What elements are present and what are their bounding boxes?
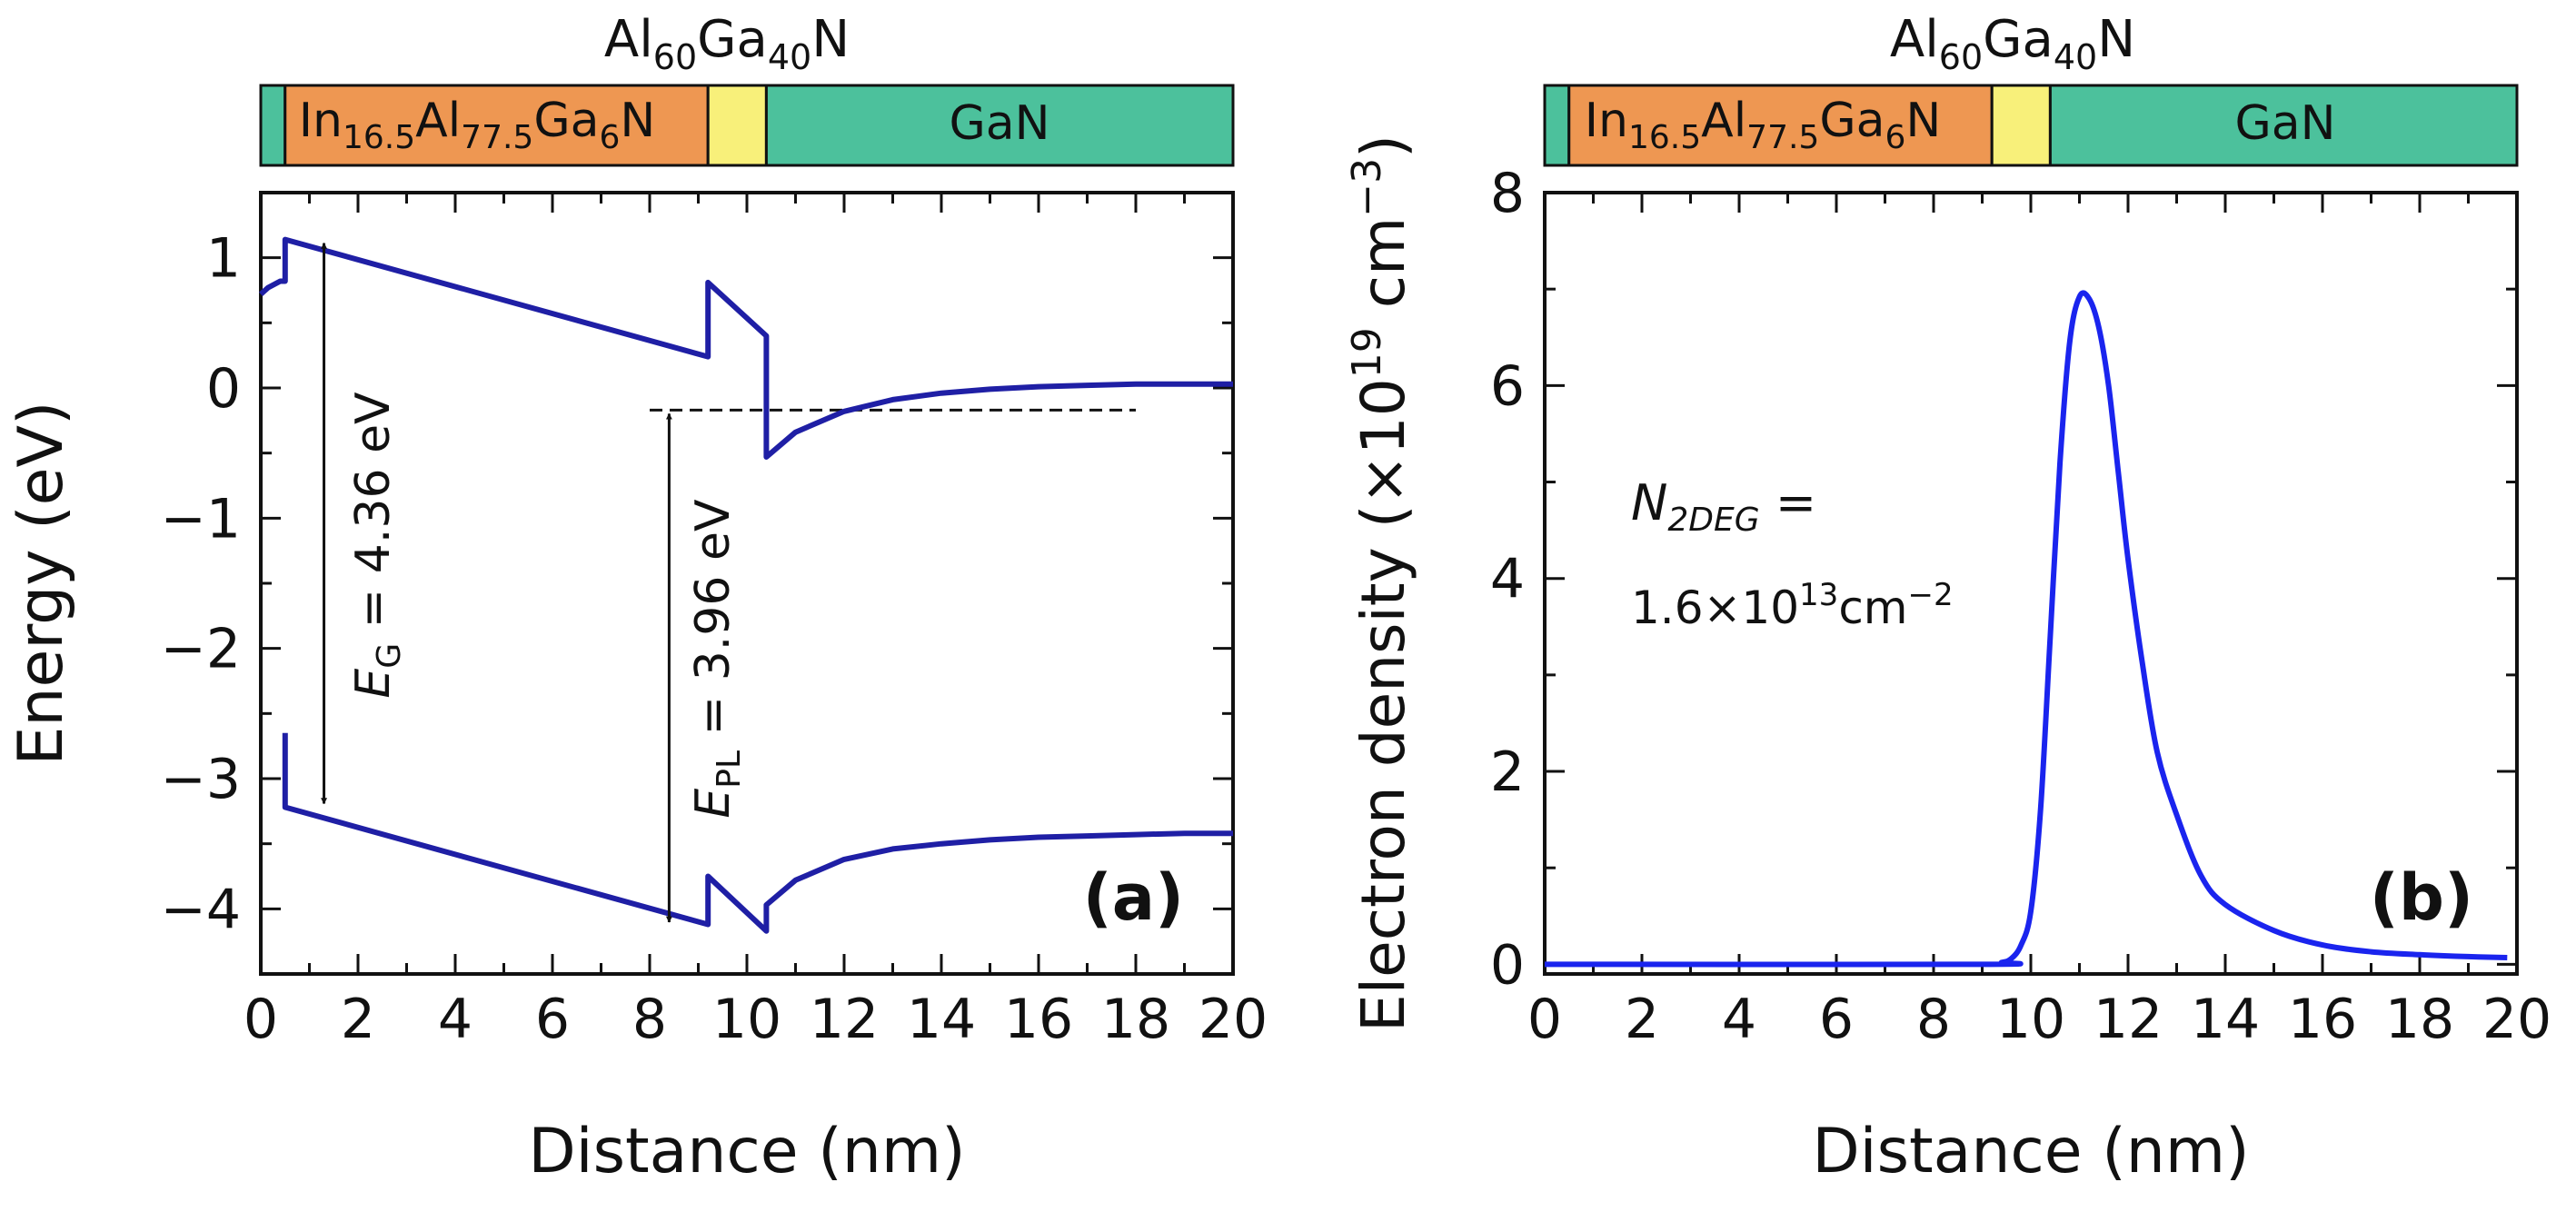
y-tick-label: 4 — [1490, 548, 1525, 611]
layer-gan-0 — [259, 84, 287, 167]
x-tick-label: 18 — [2385, 988, 2454, 1051]
y-tick-labels-a: 1 0 −1 −2 −3 −4 — [161, 227, 241, 942]
y-tick-labels-b: 0 2 4 6 8 — [1490, 162, 1525, 997]
valence-band-curve — [282, 732, 1233, 934]
conduction-band-curve — [258, 236, 1233, 460]
x-tick-label: 14 — [2191, 988, 2260, 1051]
y-axis-title-a: Energy (eV) — [5, 401, 77, 765]
layer-inalgan-1 — [283, 84, 710, 167]
x-tick-label: 20 — [1198, 988, 1268, 1051]
x-tick-label: 0 — [244, 988, 278, 1051]
x-tick-label: 8 — [1916, 988, 1951, 1051]
y-tick-label: −4 — [161, 878, 241, 941]
gan-layer-label-b: GaN — [2234, 96, 2335, 151]
x-tick-label: 16 — [2288, 988, 2357, 1051]
x-tick-label: 14 — [907, 988, 976, 1051]
layer-algan-2 — [1990, 84, 2052, 167]
gan-layer-label-a: GaN — [949, 96, 1049, 151]
panel-label-a: (a) — [1083, 860, 1184, 935]
x-tick-label: 4 — [438, 988, 472, 1051]
x-tick-label: 12 — [2094, 988, 2163, 1051]
layer-gan-0 — [1543, 84, 1571, 167]
x-tick-label: 16 — [1004, 988, 1073, 1051]
layer-stack-strip-a — [259, 84, 1235, 167]
top-layer-label-a: Al60Ga40N — [604, 10, 850, 77]
x-tick-label: 12 — [810, 988, 879, 1051]
x-tick-label: 0 — [1527, 988, 1562, 1051]
ticks-b — [1543, 191, 2519, 974]
y-tick-label: −3 — [161, 748, 241, 811]
x-tick-label: 2 — [341, 988, 375, 1051]
x-axis-title-b: Distance (nm) — [1812, 1116, 2249, 1187]
plot-frame-a — [259, 191, 1235, 976]
x-tick-labels-a: 0 2 4 6 8 10 12 14 16 18 20 — [244, 988, 1268, 1051]
layer-stack-strip-b — [1543, 84, 2519, 167]
n2deg-value: 1.6×1013cm−2 — [1631, 577, 1954, 634]
y-tick-label: 8 — [1490, 162, 1525, 225]
y-tick-label: 0 — [1490, 933, 1525, 997]
y-tick-label: 2 — [1490, 740, 1525, 804]
x-tick-label: 20 — [2482, 988, 2551, 1051]
y-tick-label: 0 — [206, 357, 241, 421]
layer-inalgan-1 — [1567, 84, 1994, 167]
layer-gan-3 — [764, 84, 1235, 167]
x-tick-label: 10 — [1996, 988, 2065, 1051]
x-tick-label: 8 — [632, 988, 667, 1051]
panel-label-b: (b) — [2370, 860, 2473, 935]
panel-b-electron-density: Al60Ga40N In16.5Al77.5Ga6N GaN 0 2 4 6 8 10 12… — [1344, 10, 2551, 1187]
x-tick-label: 18 — [1101, 988, 1170, 1051]
y-tick-label: 6 — [1490, 354, 1525, 418]
panel-a-band-diagram: Al60Ga40N In16.5Al77.5Ga6N GaN 0 2 4 6 8 10 12… — [5, 10, 1268, 1187]
y-tick-label: −2 — [161, 618, 241, 681]
x-tick-labels-b: 0 2 4 6 8 10 12 14 16 18 20 — [1527, 988, 2551, 1051]
y-axis-title-b: Electron density (×1019 cm−3) — [1344, 134, 1418, 1032]
x-tick-label: 6 — [535, 988, 570, 1051]
x-tick-label: 4 — [1722, 988, 1756, 1051]
top-layer-label-b: Al60Ga40N — [1890, 10, 2135, 77]
x-tick-label: 2 — [1625, 988, 1659, 1051]
n2deg-label: N2DEG = — [1631, 474, 1816, 539]
y-tick-label: −1 — [161, 487, 241, 551]
ticks-a — [259, 191, 1235, 976]
layer-algan-2 — [706, 84, 768, 167]
x-tick-label: 6 — [1819, 988, 1854, 1051]
x-axis-title-a: Distance (nm) — [528, 1116, 965, 1187]
pl-energy-annotation: EPL = 3.96 eV — [686, 499, 748, 819]
bandgap-annotation: EG = 4.36 eV — [346, 392, 408, 699]
electron-density-curve — [1544, 290, 2508, 968]
x-tick-label: 10 — [712, 988, 781, 1051]
barrier-layer-label-b: In16.5Al77.5Ga6N — [1585, 94, 1942, 156]
layer-gan-3 — [2048, 84, 2519, 167]
barrier-layer-label-a: In16.5Al77.5Ga6N — [299, 94, 656, 156]
y-tick-label: 1 — [206, 227, 241, 291]
